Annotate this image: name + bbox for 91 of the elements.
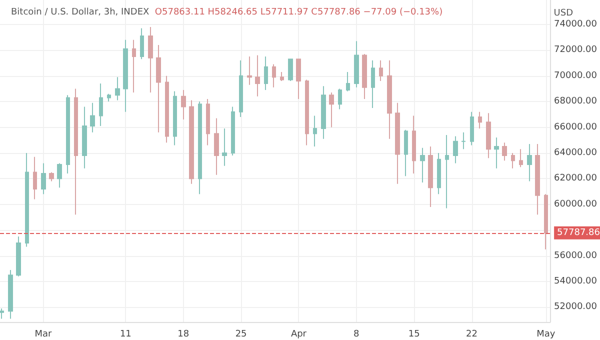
text: O57863.11 H58246.65 L57711.97 C57787.86 −77.09 (−0.13%) — [154, 8, 443, 18]
candlestick — [57, 162, 62, 188]
candlestick — [470, 111, 474, 146]
candlestick — [206, 98, 210, 146]
candlestick — [222, 128, 227, 166]
y-tick-label: 72000.00 — [554, 45, 598, 56]
candlestick — [478, 111, 482, 130]
candlestick — [280, 71, 284, 82]
candlestick — [115, 76, 120, 101]
candlestick — [527, 143, 532, 182]
y-tick-label: 62000.00 — [554, 174, 598, 184]
candlestick — [74, 88, 78, 216]
candlestick — [544, 194, 548, 250]
y-tick-label: 60000.00 — [554, 199, 598, 210]
text: Bitcoin / U.S. Dollar, 3h, INDEX — [11, 8, 150, 18]
y-axis-title: USD — [554, 8, 574, 18]
candlestick — [148, 26, 153, 94]
x-tick-label: 25 — [235, 330, 247, 340]
x-tick-label: May — [536, 330, 556, 340]
x-tick-label: Mar — [34, 330, 52, 340]
candlestick — [82, 106, 87, 169]
x-tick-label: 18 — [178, 330, 190, 340]
candlestick — [437, 152, 441, 195]
candlestick — [247, 56, 252, 86]
candlestick — [16, 236, 21, 277]
candlestick — [362, 53, 367, 100]
candlestick — [8, 269, 13, 320]
candlestick — [346, 71, 350, 92]
candlestick — [412, 115, 416, 174]
x-tick-label: 15 — [408, 330, 420, 340]
x-tick-label: 22 — [466, 330, 478, 340]
candlestick — [165, 75, 169, 144]
candlestick — [49, 172, 54, 182]
candlestick — [305, 79, 309, 146]
candlestick — [255, 54, 260, 97]
candlestick — [181, 89, 186, 120]
candlestick — [404, 129, 408, 177]
candlestick — [90, 102, 95, 133]
candlestick — [272, 64, 276, 88]
candlestick — [288, 58, 293, 82]
candlestick — [198, 101, 202, 195]
candlestick — [461, 132, 466, 150]
candlestick — [25, 152, 29, 248]
ref-line-label: 57787.86 — [557, 228, 600, 238]
candlestick — [0, 308, 4, 320]
candlestick — [519, 148, 523, 168]
candlestick — [387, 60, 392, 140]
y-tick-label: 66000.00 — [554, 122, 598, 132]
candlestick — [428, 146, 433, 208]
candlestick — [494, 137, 499, 169]
candlestick — [395, 102, 400, 184]
x-tick-label: 11 — [120, 330, 132, 340]
candlestick — [140, 28, 144, 60]
candlestick — [66, 94, 70, 174]
candlestick — [214, 118, 219, 176]
candlestick — [313, 115, 317, 148]
candlestick — [338, 88, 342, 110]
candlestick — [486, 112, 491, 159]
candlestick — [321, 86, 326, 140]
candlestick — [502, 142, 507, 162]
x-tick-label: 8 — [354, 330, 360, 340]
y-tick-label: 56000.00 — [554, 250, 598, 261]
candlestick — [132, 39, 136, 94]
candlestick — [329, 92, 334, 128]
candlestick — [33, 156, 37, 200]
y-tick-label: 70000.00 — [554, 70, 598, 81]
candlestick — [453, 136, 458, 164]
x-tick-label: Apr — [290, 330, 307, 340]
candlestick — [371, 60, 375, 108]
candlestick — [379, 60, 383, 82]
y-tick-label: 74000.00 — [554, 19, 598, 30]
candlestick — [231, 106, 235, 156]
candlestick — [107, 93, 111, 102]
candlestick — [264, 56, 268, 90]
candlestick — [123, 39, 128, 112]
candlestick — [535, 143, 540, 216]
candlestick — [239, 60, 243, 118]
y-tick-label: 64000.00 — [554, 148, 598, 158]
candlestick — [420, 147, 425, 184]
candlestick — [173, 90, 177, 146]
candlestick — [445, 134, 449, 209]
candlestick — [296, 58, 301, 100]
candlestick — [189, 100, 194, 184]
candlestick — [156, 44, 161, 133]
candlestick — [511, 152, 515, 169]
y-tick-label: 52000.00 — [554, 302, 598, 312]
y-tick-label: 54000.00 — [554, 276, 598, 287]
candlestick — [99, 83, 103, 126]
candlestick — [354, 40, 359, 88]
candlestick — [41, 162, 46, 195]
y-tick-label: 68000.00 — [554, 96, 598, 107]
